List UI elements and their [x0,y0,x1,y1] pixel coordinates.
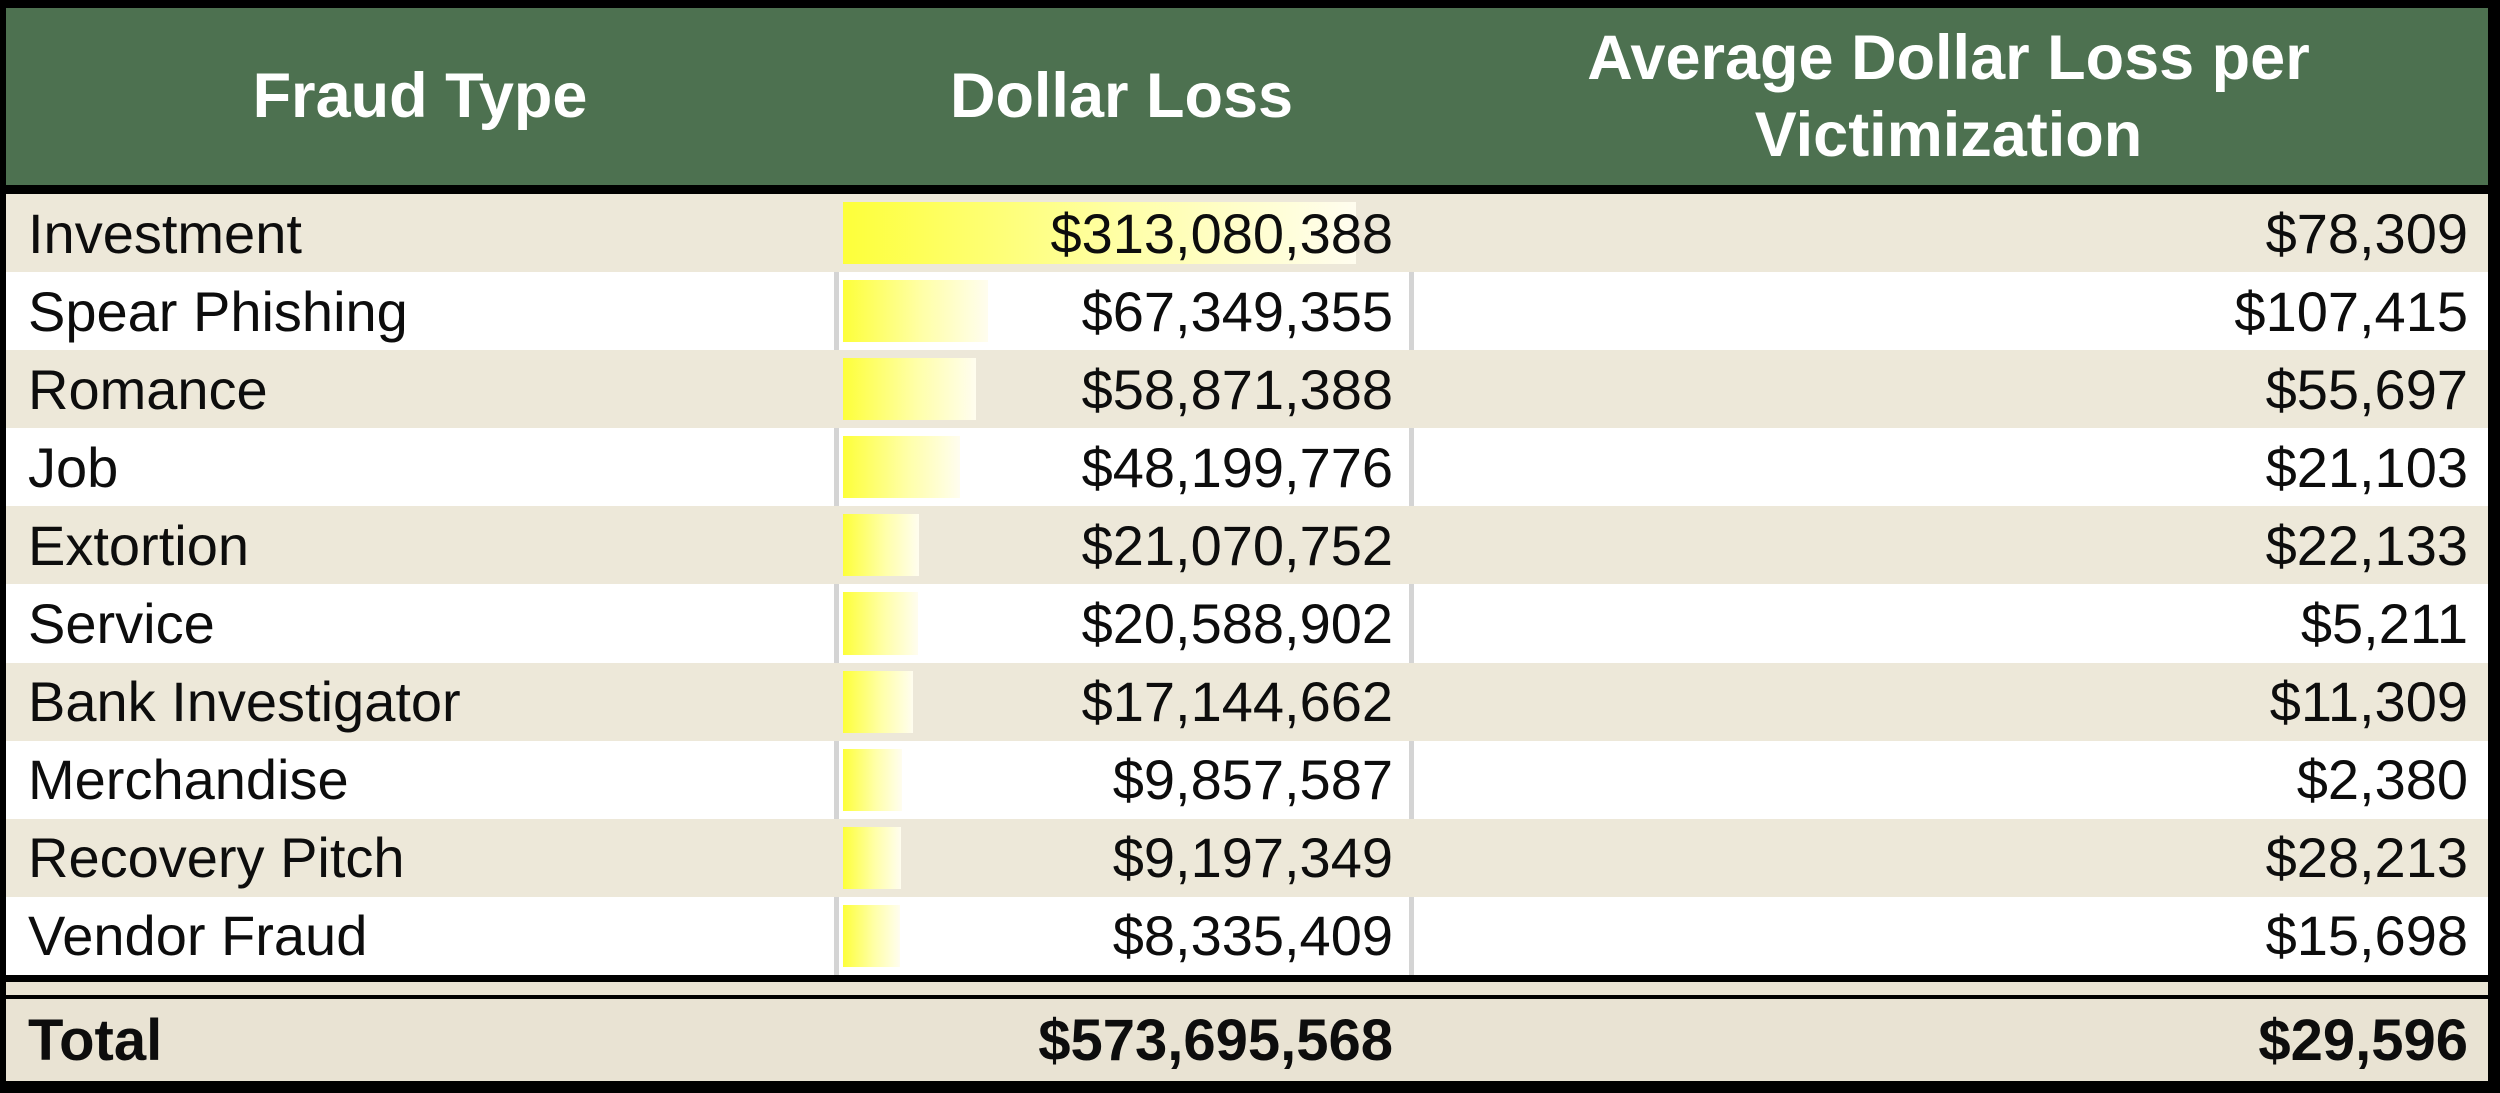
table-header-row: Fraud Type Dollar Loss Average Dollar Lo… [6,8,2488,194]
data-bar [843,436,960,499]
avg-loss-cell: $5,211 [1409,584,2488,663]
dollar-loss-cell: $9,197,349 [834,819,1409,897]
dollar-loss-value: $20,588,902 [1081,592,1393,656]
dollar-loss-value: $9,857,587 [1112,748,1393,812]
avg-loss-cell: $15,698 [1409,896,2488,975]
avg-loss-cell: $2,380 [1409,740,2488,819]
avg-loss-cell: $107,415 [1409,272,2488,351]
total-dollar-loss-value: $573,695,568 [1038,1007,1393,1073]
avg-loss-cell: $78,309 [2265,201,2468,265]
data-bar [843,280,989,343]
avg-loss-cell: $55,697 [2265,357,2468,421]
data-bar [843,826,902,889]
table-row: Vendor Fraud $8,335,409 $15,698 [6,896,2488,975]
fraud-type-cell: Extortion [28,513,249,577]
fraud-type-cell: Service [28,592,215,656]
dollar-loss-cell: $21,070,752 [834,506,1409,584]
column-header-avg-loss: Average Dollar Loss per Victimization [1587,22,2310,170]
data-bar [843,670,914,733]
total-avg-loss-cell: $29,596 [2258,1007,2468,1073]
avg-loss-cell: $22,133 [2265,513,2468,577]
dollar-loss-cell: $48,199,776 [834,428,1409,507]
total-dollar-loss-cell: $573,695,568 [834,999,1409,1081]
dollar-loss-value: $8,335,409 [1112,904,1393,968]
total-label: Total [28,1007,163,1073]
dollar-loss-cell: $67,349,355 [834,272,1409,351]
avg-loss-cell: $21,103 [1409,428,2488,507]
data-bar [843,904,900,967]
table-row: Job $48,199,776 $21,103 [6,428,2488,507]
fraud-type-cell: Recovery Pitch [28,826,405,890]
avg-loss-cell: $28,213 [2265,826,2468,890]
column-header-dollar-loss: Dollar Loss [949,61,1294,132]
table-row: Merchandise $9,857,587 $2,380 [6,740,2488,819]
fraud-type-cell: Romance [28,357,268,421]
table-row: Extortion $21,070,752 $22,133 [6,506,2488,585]
table-row: Bank Investigator $17,144,662 $11,309 [6,662,2488,741]
table-row: Romance $58,871,388 $55,697 [6,350,2488,429]
dollar-loss-value: $67,349,355 [1081,279,1393,343]
dollar-loss-cell: $313,080,388 [834,194,1409,272]
dollar-loss-cell: $58,871,388 [834,350,1409,428]
fraud-type-cell: Spear Phishing [28,279,408,343]
data-bar [843,358,976,421]
table-row: Spear Phishing $67,349,355 $107,415 [6,272,2488,351]
dollar-loss-value: $48,199,776 [1081,435,1393,499]
table-row: Recovery Pitch $9,197,349 $28,213 [6,818,2488,897]
dollar-loss-value: $313,080,388 [1050,201,1393,265]
data-bar [843,748,903,811]
total-divider [6,975,2488,999]
table-body: Investment $313,080,388 $78,309 Spear Ph… [6,194,2488,975]
dollar-loss-value: $58,871,388 [1081,357,1393,421]
dollar-loss-cell: $17,144,662 [834,663,1409,741]
data-bar [843,592,919,655]
fraud-type-cell: Investment [28,201,302,265]
dollar-loss-value: $9,197,349 [1112,826,1393,890]
fraud-type-cell: Job [28,435,119,499]
fraud-type-cell: Bank Investigator [28,670,461,734]
fraud-type-cell: Merchandise [28,748,349,812]
table-row: Service $20,588,902 $5,211 [6,584,2488,663]
total-row: Total $573,695,568 $29,596 [6,999,2488,1081]
table-row: Investment $313,080,388 $78,309 [6,194,2488,273]
data-bar [843,514,920,577]
dollar-loss-value: $17,144,662 [1081,670,1393,734]
dollar-loss-cell: $20,588,902 [834,584,1409,663]
dollar-loss-value: $21,070,752 [1081,513,1393,577]
data-bar [843,202,1356,265]
dollar-loss-cell: $9,857,587 [834,740,1409,819]
avg-loss-cell: $11,309 [2269,670,2468,734]
fraud-type-cell: Vendor Fraud [28,904,368,968]
dollar-loss-cell: $8,335,409 [834,896,1409,975]
column-header-fraud-type: Fraud Type [252,61,588,132]
